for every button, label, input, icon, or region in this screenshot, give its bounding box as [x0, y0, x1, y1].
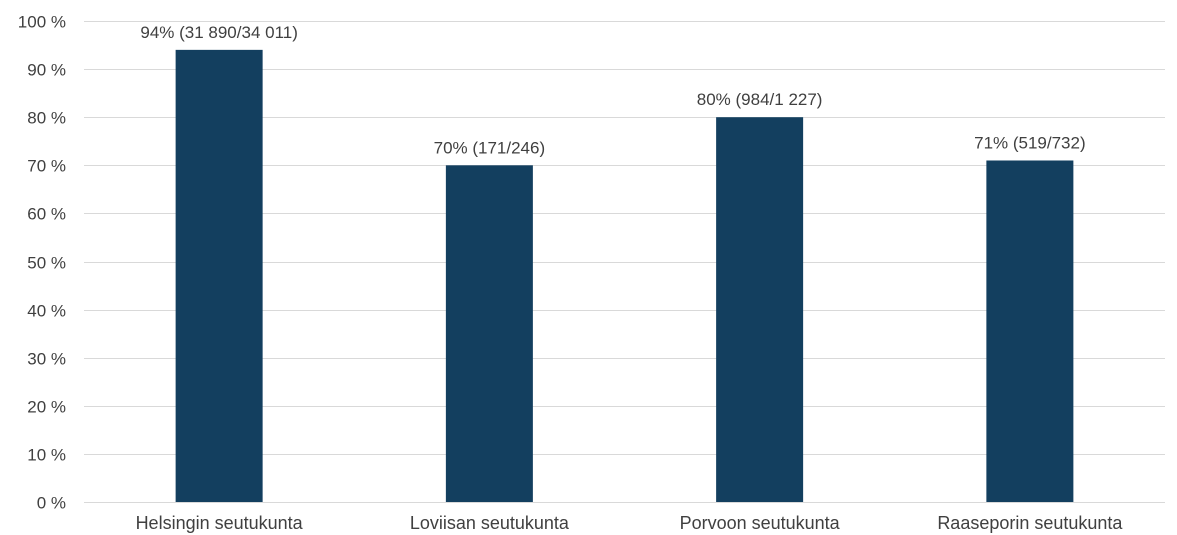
y-axis-tick-labels: 0 % 10 % 20 % 30 % 40 % 50 % 60 % 70 % 80 % 90 % 1… — [18, 13, 66, 513]
y-tick-label: 100 % — [18, 13, 66, 32]
y-tick-label: 20 % — [27, 398, 66, 417]
bar — [986, 160, 1074, 503]
data-label: 80% (984/1 227) — [697, 90, 823, 109]
data-label: 94% (31 890/34 011) — [140, 23, 298, 42]
data-label: 70% (171/246) — [434, 138, 546, 157]
x-category-label: Raaseporin seutukunta — [937, 513, 1123, 533]
x-axis-category-labels: Helsingin seutukunta Loviisan seutukunta P… — [136, 513, 1124, 533]
y-tick-label: 40 % — [27, 302, 66, 321]
bar — [716, 117, 804, 502]
gridlines — [84, 21, 1165, 503]
y-tick-label: 10 % — [27, 446, 66, 465]
x-category-label: Porvoon seutukunta — [680, 513, 841, 533]
y-tick-label: 30 % — [27, 350, 66, 369]
bars — [175, 49, 1074, 503]
bar — [175, 49, 263, 503]
data-label: 71% (519/732) — [974, 133, 1086, 152]
y-tick-label: 60 % — [27, 205, 66, 224]
y-tick-label: 0 % — [37, 494, 66, 513]
y-tick-label: 80 % — [27, 109, 66, 128]
bar — [445, 165, 533, 503]
y-tick-label: 90 % — [27, 61, 66, 80]
x-category-label: Loviisan seutukunta — [410, 513, 570, 533]
data-labels: 94% (31 890/34 011) 70% (171/246) 80% (984… — [140, 23, 1085, 157]
x-category-label: Helsingin seutukunta — [136, 513, 304, 533]
y-tick-label: 50 % — [27, 254, 66, 273]
y-tick-label: 70 % — [27, 157, 66, 176]
